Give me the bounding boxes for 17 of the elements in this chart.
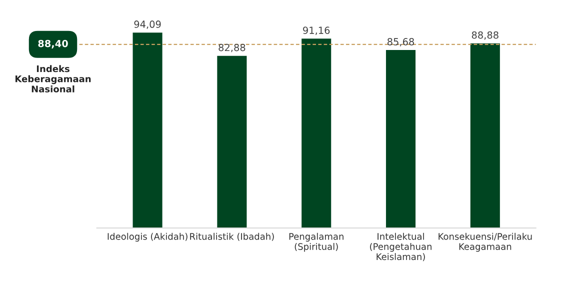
x-tick-label: Pengalaman (Spiritual) [289, 232, 344, 252]
data-label: 82,88 [218, 44, 246, 52]
bar [217, 56, 247, 228]
x-tick-label: Intelektual (Pengetahuan Keislaman) [370, 232, 432, 262]
annotation: Indeks Keberagamaan Nasional [16, 65, 91, 92]
x-tick-label: Konsekuensi/Perilaku Keagamaan [438, 232, 532, 252]
bar [470, 43, 500, 228]
x-tick-label: Ritualistik (Ibadah) [190, 232, 274, 241]
data-label: 91,16 [303, 26, 330, 35]
x-tick-label: Ideologis (Akidah) [108, 232, 188, 242]
data-label: 88,88 [472, 31, 498, 40]
bar [132, 32, 162, 228]
bar [302, 38, 332, 228]
bar [386, 50, 416, 228]
data-label: 85,68 [387, 38, 414, 46]
ref-line-label: 88,40 [38, 40, 68, 48]
data-label: 94,09 [134, 20, 161, 29]
